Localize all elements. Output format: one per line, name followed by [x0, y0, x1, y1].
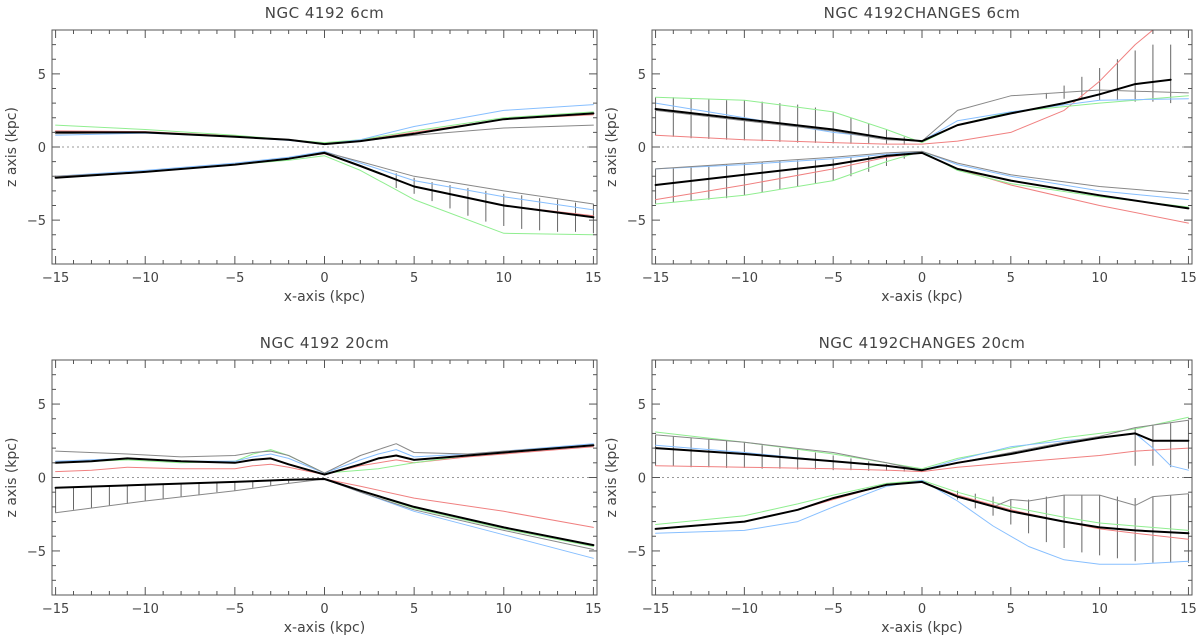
x-tick-label: 0 — [320, 602, 328, 617]
series-line-lower-gray — [55, 478, 594, 550]
x-tick-label: −15 — [42, 602, 69, 617]
y-tick-label: −5 — [627, 545, 646, 560]
x-tick-label: 5 — [1007, 602, 1015, 617]
x-tick-label: 15 — [1180, 271, 1197, 286]
y-tick-label: 5 — [38, 68, 46, 83]
y-tick-label: 0 — [38, 141, 46, 156]
x-tick-label: −10 — [132, 602, 159, 617]
x-tick-label: 15 — [585, 271, 602, 286]
series-line-lower-black — [654, 151, 1190, 210]
y-tick-label: 5 — [638, 68, 646, 83]
x-tick-label: 10 — [1091, 271, 1108, 286]
y-tick-label: 0 — [638, 141, 646, 156]
y-axis-label: z axis (kpc) — [604, 107, 620, 187]
x-tick-label: 0 — [918, 271, 926, 286]
series-line-lower-green — [55, 155, 594, 236]
y-tick-label: 0 — [38, 472, 46, 487]
x-tick-label: −10 — [132, 271, 159, 286]
chart-title: NGC 4192 6cm — [265, 4, 384, 22]
x-tick-label: 10 — [496, 602, 513, 617]
y-axis-label: z axis (kpc) — [4, 438, 20, 518]
y-tick-label: 5 — [638, 398, 646, 413]
x-tick-label: −15 — [642, 271, 669, 286]
x-tick-label: 10 — [496, 271, 513, 286]
series-line-upper-gray — [655, 89, 1189, 142]
series-line-upper-black — [54, 112, 595, 146]
series-line-upper-blue — [655, 432, 1189, 471]
series-line-upper-green — [655, 416, 1189, 470]
series-line-upper-red — [655, 30, 1154, 145]
y-tick-label: 0 — [638, 472, 646, 487]
x-axis-label: x-axis (kpc) — [881, 289, 962, 305]
y-tick-label: 5 — [38, 398, 46, 413]
series-line-lower-green — [655, 150, 1189, 208]
series-line-upper-black — [54, 444, 595, 476]
chart-title: NGC 4192CHANGES 6cm — [824, 4, 1021, 22]
y-tick-label: −5 — [27, 214, 46, 229]
x-tick-label: −5 — [225, 602, 244, 617]
x-tick-label: 15 — [1180, 602, 1197, 617]
x-tick-label: −10 — [731, 602, 758, 617]
y-tick-label: −5 — [27, 545, 46, 560]
series-line-lower-blue — [55, 478, 594, 559]
series-line-upper-gray — [55, 443, 594, 474]
series-line-upper-blue — [55, 104, 594, 145]
plot-area — [654, 416, 1190, 565]
x-axis-label: x-axis (kpc) — [881, 620, 962, 636]
series-line-lower-blue — [55, 150, 594, 211]
y-axis-label: z axis (kpc) — [4, 107, 20, 187]
x-tick-label: 5 — [410, 271, 418, 286]
x-tick-label: −10 — [731, 271, 758, 286]
x-tick-label: −5 — [225, 271, 244, 286]
x-tick-label: −15 — [642, 602, 669, 617]
plot-area — [654, 30, 1190, 224]
series-line-lower-gray — [655, 150, 1189, 195]
x-tick-label: 0 — [918, 602, 926, 617]
series-line-lower-blue — [655, 479, 1189, 565]
series-line-upper-gray — [655, 419, 1189, 471]
x-tick-label: −15 — [42, 271, 69, 286]
x-tick-label: 15 — [585, 602, 602, 617]
x-axis-label: x-axis (kpc) — [284, 289, 365, 305]
chart-panel-3: NGC 4192 20cm −15 −10 −5 0 5 10 15 −5 0 5 x-axis (k… — [4, 334, 602, 636]
series-line-lower-green — [655, 479, 1189, 531]
chart-title: NGC 4192CHANGES 20cm — [819, 334, 1026, 352]
series-line-upper-gray — [55, 124, 594, 145]
x-tick-label: −5 — [824, 602, 843, 617]
series-line-upper-black — [654, 78, 1172, 143]
series-line-upper-red — [55, 446, 594, 476]
series-line-lower-black — [54, 151, 595, 219]
plot-area — [54, 443, 595, 559]
chart-title: NGC 4192 20cm — [260, 334, 389, 352]
series-line-lower-gray — [55, 151, 594, 205]
x-tick-label: 5 — [1007, 271, 1015, 286]
series-line-upper-red — [655, 447, 1189, 473]
series-line-lower-black — [654, 480, 1190, 535]
x-tick-label: 5 — [410, 602, 418, 617]
series-line-upper-green — [55, 111, 594, 144]
chart-panel-4: NGC 4192CHANGES 20cm −15 −10 −5 0 5 10 15 −5 0 5 x-… — [604, 334, 1197, 636]
x-tick-label: 0 — [320, 271, 328, 286]
series-line-lower-black — [54, 478, 595, 547]
x-tick-label: −5 — [824, 271, 843, 286]
series-line-upper-green — [655, 95, 1189, 144]
series-line-lower-red — [55, 478, 594, 528]
x-tick-label: 10 — [1091, 602, 1108, 617]
x-axis-label: x-axis (kpc) — [284, 620, 365, 636]
series-line-upper-black — [654, 432, 1190, 472]
chart-panel-1: NGC 4192 6cm −15 −10 −5 0 5 10 15 −5 0 5 x-axis (kp… — [4, 4, 602, 305]
y-tick-label: −5 — [627, 214, 646, 229]
plot-area — [54, 104, 595, 236]
chart-panel-2: NGC 4192CHANGES 6cm −15 −10 −5 0 5 10 15 −5 0 5 x-a… — [604, 4, 1197, 305]
y-axis-label: z axis (kpc) — [604, 438, 620, 518]
